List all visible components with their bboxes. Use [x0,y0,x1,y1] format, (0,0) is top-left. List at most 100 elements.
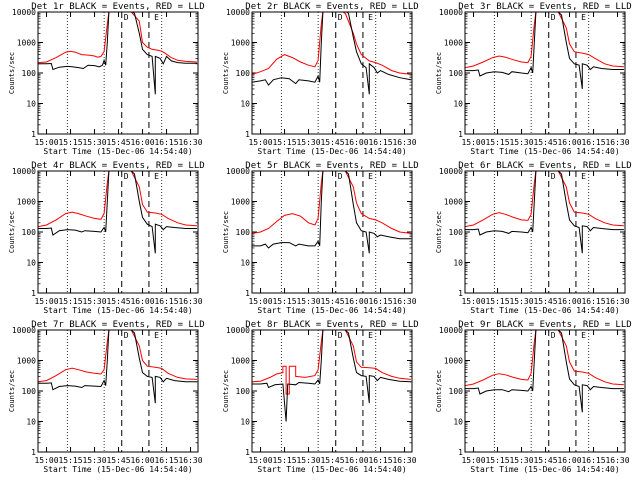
chart-title: Det 2r BLACK = Events, RED = LLD [245,2,418,12]
y-tick-label: 100 [236,387,251,396]
x-tick-label: 15:30 [82,456,106,465]
x-tick-label: 15:45 [106,138,130,147]
marker-label: D [338,172,343,181]
x-tick-label: 15:45 [106,456,130,465]
x-tick-label: 16:15 [368,138,392,147]
y-tick-label: 10000 [12,326,36,335]
y-tick-label: 100 [22,387,37,396]
y-tick-label: 100 [449,69,464,78]
x-tick-label: 16:15 [368,297,392,306]
series-red-line [252,12,411,75]
series-group [465,330,624,413]
x-tick-label: 15:45 [320,297,344,306]
chart-panel-5: Det 5r BLACK = Events, RED = LLD 1 10 100 10… [222,161,419,315]
chart-title: Det 6r BLACK = Events, RED = LLD [458,161,631,171]
x-tick-label: 15:00 [461,138,485,147]
x-tick-label: 16:00 [557,297,581,306]
x-tick-label: 16:30 [392,138,416,147]
series-black-line [38,330,197,404]
x-tick-label: 15:45 [533,138,557,147]
y-tick-label: 1 [31,448,36,457]
x-tick-label: 15:45 [533,297,557,306]
series-black-line [252,12,411,95]
y-tick-label: 1000 [231,357,250,366]
plot-frame [251,170,413,294]
x-tick-label: 15:00 [248,456,272,465]
y-axis-label: Counts/sec [222,211,230,253]
chart-title: Det 1r BLACK = Events, RED = LLD [31,2,204,12]
x-axis-label: Start Time (15-Dec-06 14:54:40) [470,465,619,474]
x-tick-label: 16:00 [344,138,368,147]
series-group [38,330,197,404]
x-tick-label: 15:45 [533,456,557,465]
y-tick-label: 100 [236,69,251,78]
series-black-line [465,330,624,413]
x-tick-label: 15:30 [509,138,533,147]
marker-label: D [124,13,129,22]
series-red-line [38,330,197,383]
x-tick-label: 15:30 [82,297,106,306]
x-tick-label: 15:15 [272,456,296,465]
x-axis-label: Start Time (15-Dec-06 14:54:40) [43,306,192,315]
y-axis-label: Counts/sec [8,52,16,94]
series-red-line [252,330,411,395]
chart-panel-1: Det 1r BLACK = Events, RED = LLD 1 10 100 10… [8,2,205,156]
plot-frame [37,11,199,135]
y-tick-label: 10 [26,259,36,268]
y-tick-label: 1 [458,130,463,139]
x-tick-label: 16:30 [605,456,629,465]
y-tick-label: 10 [26,418,36,427]
x-axis-label: Start Time (15-Dec-06 14:54:40) [470,147,619,156]
chart-title: Det 5r BLACK = Events, RED = LLD [245,161,418,171]
y-tick-label: 1 [245,448,250,457]
y-tick-label: 100 [22,69,37,78]
chart-title: Det 7r BLACK = Events, RED = LLD [31,320,204,330]
marker-label: D [338,331,343,340]
series-group [252,12,411,95]
plot-frame [37,170,199,294]
series-group [252,171,411,254]
y-tick-label: 1 [458,289,463,298]
y-tick-label: 100 [236,228,251,237]
plot-frame [251,11,413,135]
series-group [38,171,197,254]
x-axis-label: Start Time (15-Dec-06 14:54:40) [43,147,192,156]
x-tick-label: 15:30 [296,297,320,306]
series-group [38,12,197,95]
x-tick-label: 15:00 [34,297,58,306]
plot-frame [251,329,413,453]
y-tick-label: 10 [26,100,36,109]
chart-title: Det 4r BLACK = Events, RED = LLD [31,161,204,171]
y-tick-label: 1000 [231,198,250,207]
plot-frame [464,11,626,135]
x-tick-label: 15:45 [320,456,344,465]
y-tick-label: 10000 [226,167,250,176]
plot-frame [464,170,626,294]
plot-frame [37,329,199,453]
y-tick-label: 1000 [444,198,463,207]
x-tick-label: 16:30 [392,297,416,306]
y-axis-label: Counts/sec [222,370,230,412]
marker-label: E [581,13,586,22]
x-tick-label: 16:00 [344,297,368,306]
series-red-line [38,171,197,228]
series-red-line [252,171,411,234]
marker-label: E [368,13,373,22]
y-tick-label: 10 [453,418,463,427]
x-tick-label: 16:00 [344,456,368,465]
x-tick-label: 15:15 [485,138,509,147]
x-tick-label: 15:15 [58,138,82,147]
x-axis-label: Start Time (15-Dec-06 14:54:40) [257,306,406,315]
x-tick-label: 15:15 [272,297,296,306]
x-tick-label: 15:00 [461,297,485,306]
marker-label: D [338,13,343,22]
x-tick-label: 16:30 [178,297,202,306]
y-axis-label: Counts/sec [435,370,443,412]
x-tick-label: 16:30 [605,138,629,147]
x-tick-label: 15:15 [485,297,509,306]
chart-panel-7: Det 7r BLACK = Events, RED = LLD 1 10 100 10… [8,320,205,474]
x-tick-label: 15:30 [296,456,320,465]
series-black-line [252,330,411,422]
marker-label: E [368,172,373,181]
